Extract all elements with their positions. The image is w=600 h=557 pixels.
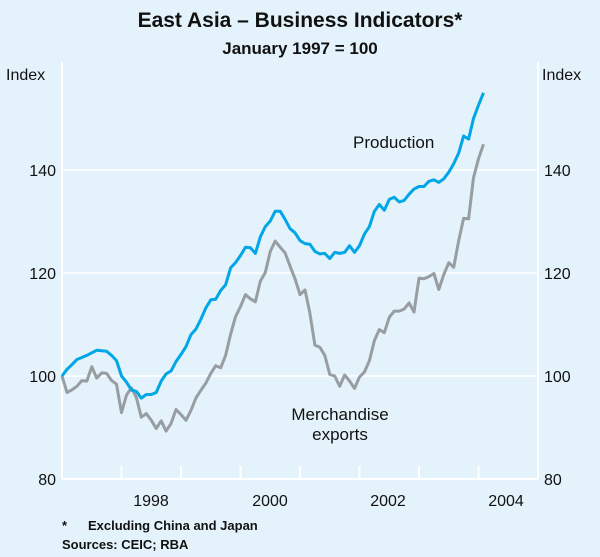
y-tick-label-left: 120 [29,266,56,283]
y-tick-label-right: 120 [544,266,571,283]
y-tick-label-left: 140 [29,163,56,180]
x-tick-label: 2002 [370,493,406,510]
y-tick-labels: 80 80 100 100 120 120 140 140 [29,163,571,489]
y-tick-label-right: 100 [544,369,571,386]
series-line-production [60,92,485,400]
chart-subtitle: January 1997 = 100 [222,39,377,58]
exports-label-line1: Merchandise [291,405,388,424]
y-axis-label-left: Index [6,67,45,84]
footnote: Excluding China and Japan [88,518,258,533]
y-tick-label-left: 80 [38,472,56,489]
sources: Sources: CEIC; RBA [62,537,189,552]
x-tick-label: 2000 [252,493,288,510]
production-label: Production [353,133,434,152]
exports-label-line2: exports [312,425,368,444]
y-tick-label-right: 80 [544,472,562,489]
y-axis-label-right: Index [542,67,581,84]
x-tick-label: 1998 [133,493,169,510]
footnote-marker: * [62,518,68,533]
y-tick-label-left: 100 [29,369,56,386]
y-tick-label-right: 140 [544,163,571,180]
x-tick-labels: 1998 2000 2002 2004 [133,493,524,510]
chart-title: East Asia – Business Indicators* [138,9,464,32]
x-tick-label: 2004 [488,493,524,510]
plot-frame [61,62,539,480]
series-lines [60,92,485,433]
gridlines [62,169,538,377]
